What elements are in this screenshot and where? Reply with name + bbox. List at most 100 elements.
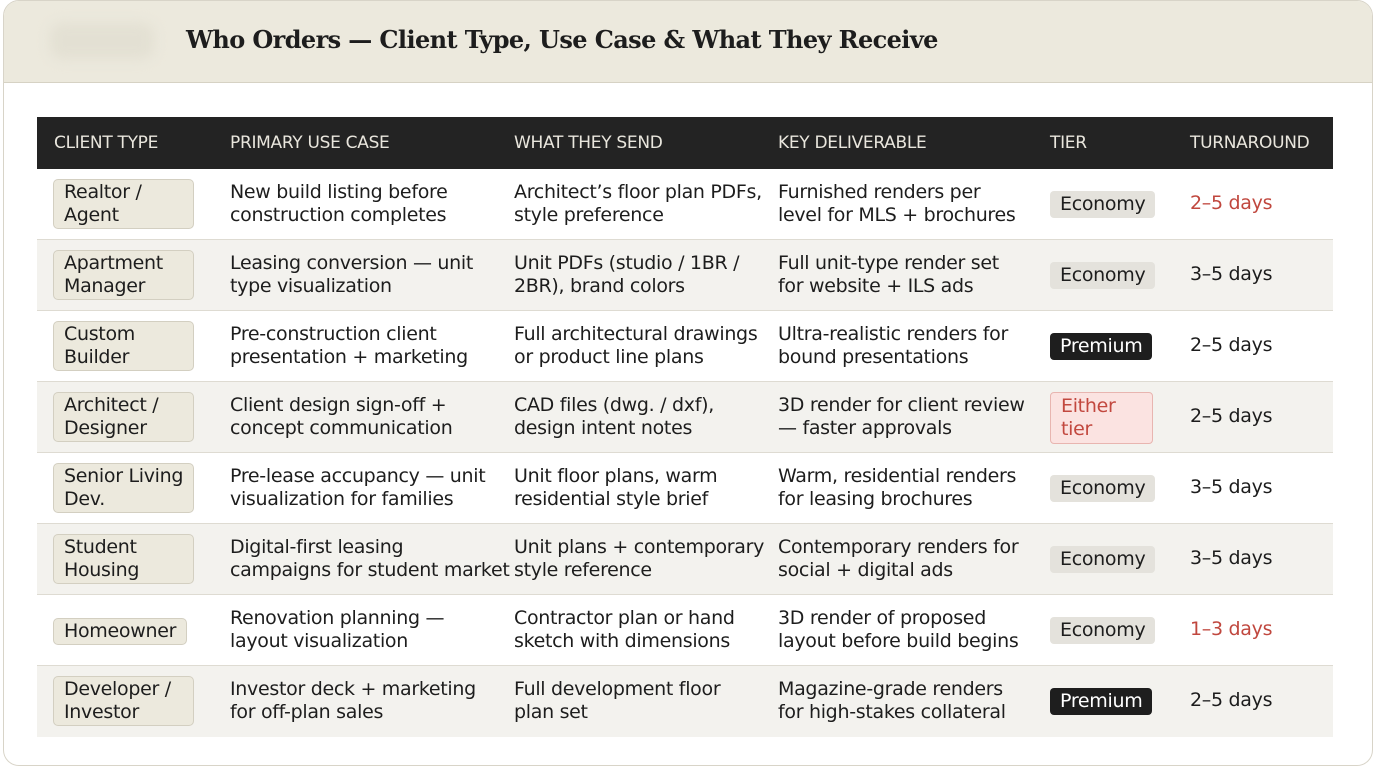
what-they-send: Full architectural drawings or product li… (514, 323, 764, 369)
client-type-badge: Apartment Manager (53, 250, 194, 300)
table-row: Apartment Manager Leasing conversion — uni… (37, 240, 1333, 311)
what-they-send-line: Unit PDFs (studio / 1BR / (514, 252, 740, 274)
what-they-send: Architect’s floor plan PDFs, style prefer… (514, 181, 764, 227)
key-deliverable: Full unit-type render set for website + I… (778, 252, 1028, 298)
key-deliverable-line: level for MLS + brochures (778, 204, 1016, 226)
what-they-send-line: style preference (514, 204, 664, 226)
client-type-line: Homeowner (64, 620, 177, 642)
key-deliverable-line: for leasing brochures (778, 488, 973, 510)
key-deliverable-line: 3D render for client review (778, 394, 1025, 416)
primary-use-case: Renovation planning — layout visualizatio… (230, 607, 505, 653)
primary-use-case: Investor deck + marketing for off-plan sa… (230, 678, 505, 724)
what-they-send-line: sketch with dimensions (514, 630, 730, 652)
card-header: Who Orders — Client Type, Use Case & Wha… (4, 1, 1372, 83)
key-deliverable-line: Ultra-realistic renders for (778, 323, 1008, 345)
primary-use-case-line: Pre-construction client (230, 323, 437, 345)
column-header-client-type: CLIENT TYPE (54, 133, 159, 153)
what-they-send-line: Full architectural drawings (514, 323, 758, 345)
primary-use-case-line: visualization for families (230, 488, 454, 510)
what-they-send-line: Full development floor (514, 678, 721, 700)
primary-use-case-line: Renovation planning — (230, 607, 445, 629)
tier-badge: Economy (1050, 262, 1156, 289)
turnaround-value: 2–5 days (1190, 334, 1273, 356)
key-deliverable: 3D render of proposed layout before build… (778, 607, 1028, 653)
client-type-badge: Realtor / Agent (53, 179, 194, 229)
client-type-line: Apartment (64, 252, 163, 274)
table-header: CLIENT TYPE PRIMARY USE CASE WHAT THEY S… (37, 117, 1333, 169)
what-they-send-line: design intent notes (514, 417, 693, 439)
what-they-send-line: Contractor plan or hand (514, 607, 735, 629)
column-header-what-they-send: WHAT THEY SEND (514, 133, 663, 153)
client-type-badge: Senior Living Dev. (53, 463, 194, 513)
turnaround-value: 3–5 days (1190, 476, 1273, 498)
column-header-tier: TIER (1050, 133, 1087, 153)
key-deliverable: Warm, residential renders for leasing bro… (778, 465, 1028, 511)
key-deliverable-line: 3D render of proposed (778, 607, 986, 629)
client-type-line: Student (64, 536, 137, 558)
tier-badge: Economy (1050, 617, 1156, 644)
primary-use-case-line: presentation + marketing (230, 346, 468, 368)
key-deliverable-line: Full unit-type render set (778, 252, 999, 274)
client-type-line: Housing (64, 559, 140, 581)
client-type-line: Agent (64, 204, 119, 226)
primary-use-case-line: layout visualization (230, 630, 408, 652)
what-they-send-line: plan set (514, 701, 588, 723)
primary-use-case-line: concept communication (230, 417, 453, 439)
client-type-line: Developer / (64, 678, 171, 700)
key-deliverable: Furnished renders per level for MLS + bro… (778, 181, 1028, 227)
primary-use-case: New build listing before construction com… (230, 181, 505, 227)
what-they-send: CAD files (dwg. / dxf), design intent not… (514, 394, 764, 440)
what-they-send-line: 2BR), brand colors (514, 275, 685, 297)
column-header-turnaround: TURNAROUND (1190, 133, 1310, 153)
primary-use-case-line: for off-plan sales (230, 701, 384, 723)
table-row: Realtor / Agent New build listing before co… (37, 169, 1333, 240)
key-deliverable-line: for website + ILS ads (778, 275, 974, 297)
turnaround-value: 2–5 days (1190, 405, 1273, 427)
client-type-line: Designer (64, 417, 147, 439)
client-type-badge: Custom Builder (53, 321, 194, 371)
what-they-send: Unit floor plans, warm residential style … (514, 465, 764, 511)
primary-use-case-line: Pre-lease accupancy — unit (230, 465, 486, 487)
tier-badge: Either tier (1050, 392, 1153, 444)
turnaround-value: 2–5 days (1190, 689, 1273, 711)
table-row: Student Housing Digital-first leasing campa… (37, 524, 1333, 595)
primary-use-case-line: campaigns for student market (230, 559, 510, 581)
tier-badge: Economy (1050, 191, 1156, 218)
what-they-send-line: Unit floor plans, warm (514, 465, 718, 487)
column-header-use-case: PRIMARY USE CASE (230, 133, 390, 153)
client-type-line: Investor (64, 701, 139, 723)
client-type-line: Realtor / (64, 181, 142, 203)
primary-use-case: Digital-first leasing campaigns for stude… (230, 536, 510, 582)
client-table: CLIENT TYPE PRIMARY USE CASE WHAT THEY S… (37, 117, 1333, 737)
what-they-send: Contractor plan or hand sketch with dimen… (514, 607, 764, 653)
client-type-line: Manager (64, 275, 146, 297)
client-type-badge: Developer / Investor (53, 676, 194, 726)
key-deliverable-line: Contemporary renders for (778, 536, 1019, 558)
tier-badge: Premium (1050, 688, 1153, 715)
key-deliverable: 3D render for client review — faster appr… (778, 394, 1028, 440)
column-header-key-deliverable: KEY DELIVERABLE (778, 133, 927, 153)
primary-use-case-line: Investor deck + marketing (230, 678, 476, 700)
client-type-badge: Student Housing (53, 534, 194, 584)
primary-use-case-line: New build listing before (230, 181, 448, 203)
key-deliverable: Ultra-realistic renders for bound present… (778, 323, 1028, 369)
tier-badge: Economy (1050, 546, 1156, 573)
client-type-badge: Homeowner (53, 618, 188, 645)
key-deliverable-line: layout before build begins (778, 630, 1019, 652)
primary-use-case-line: Leasing conversion — unit (230, 252, 473, 274)
table-body: Realtor / Agent New build listing before co… (37, 169, 1333, 737)
key-deliverable-line: Furnished renders per (778, 181, 981, 203)
table-row: Developer / Investor Investor deck + marke… (37, 666, 1333, 737)
primary-use-case-line: Client design sign-off + (230, 394, 447, 416)
what-they-send-line: or product line plans (514, 346, 704, 368)
primary-use-case-line: type visualization (230, 275, 392, 297)
table-row: Homeowner Renovation planning — layout vis… (37, 595, 1333, 666)
what-they-send-line: style reference (514, 559, 652, 581)
primary-use-case: Client design sign-off + concept communic… (230, 394, 505, 440)
page-title: Who Orders — Client Type, Use Case & Wha… (186, 25, 938, 54)
primary-use-case: Leasing conversion — unit type visualizat… (230, 252, 505, 298)
client-type-badge: Architect / Designer (53, 392, 194, 442)
turnaround-value: 3–5 days (1190, 263, 1273, 285)
client-type-line: Senior Living (64, 465, 184, 487)
key-deliverable: Magazine-grade renders for high-stakes co… (778, 678, 1028, 724)
